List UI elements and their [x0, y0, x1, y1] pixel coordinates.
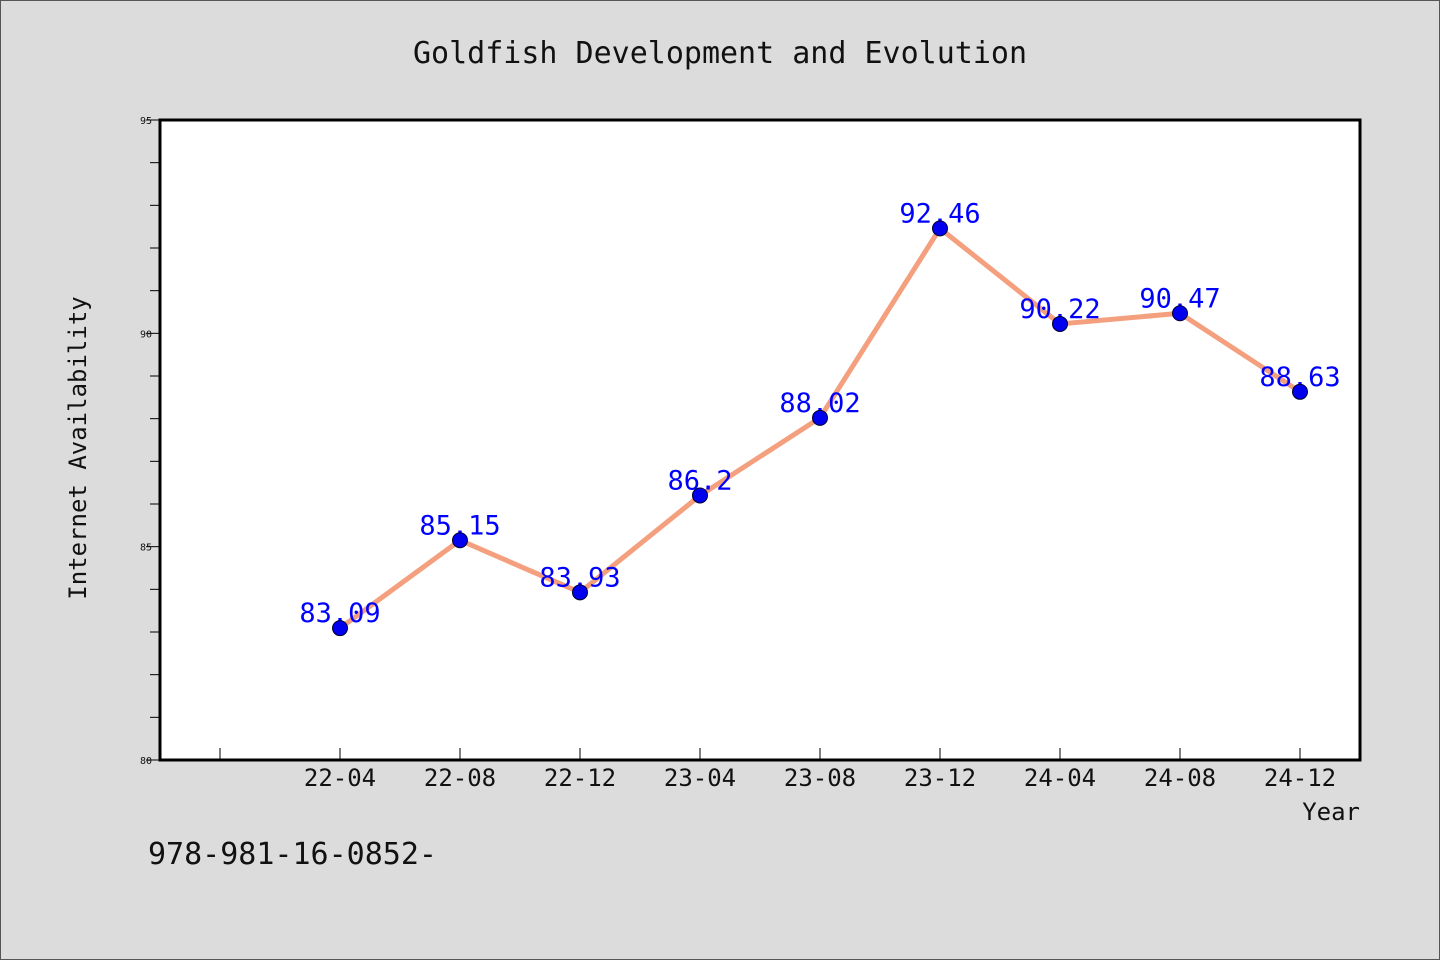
- chart-title: Goldfish Development and Evolution: [413, 36, 1027, 71]
- y-axis: 80 85 90 95: [140, 116, 160, 767]
- y-axis-label: Internet Availability: [64, 296, 92, 599]
- data-point: [932, 220, 948, 237]
- footnote: 978-981-16-0852-: [148, 837, 437, 872]
- x-tick-label: 24-04: [1024, 764, 1096, 792]
- data-point: [1292, 383, 1308, 400]
- data-point: [1052, 315, 1068, 332]
- x-tick-label: 24-08: [1144, 764, 1216, 792]
- y-tick-label: 85: [140, 543, 152, 554]
- x-axis: 22-04 22-08 22-12 23-04 23-08 23-12 24-04 24-08…: [219, 748, 1336, 792]
- x-tick-label: 22-12: [544, 764, 616, 792]
- x-tick-label: 23-12: [904, 764, 976, 792]
- x-axis-label: Year: [1302, 798, 1360, 826]
- plot-area: [158, 118, 1362, 762]
- y-tick-label: 90: [140, 329, 152, 340]
- data-point: [812, 409, 828, 426]
- x-tick-label: 23-04: [664, 764, 736, 792]
- y-tick-label: 80: [140, 756, 152, 767]
- x-tick-label: 23-08: [784, 764, 856, 792]
- x-tick-label: 22-08: [424, 764, 496, 792]
- data-point: [572, 584, 588, 601]
- data-point: [692, 487, 708, 504]
- y-tick-label: 95: [140, 116, 152, 127]
- data-point: [332, 620, 348, 637]
- x-tick-label: 24-12: [1264, 764, 1336, 792]
- x-tick-label: 22-04: [304, 764, 376, 792]
- data-point: [1172, 305, 1188, 322]
- data-point: [452, 532, 468, 549]
